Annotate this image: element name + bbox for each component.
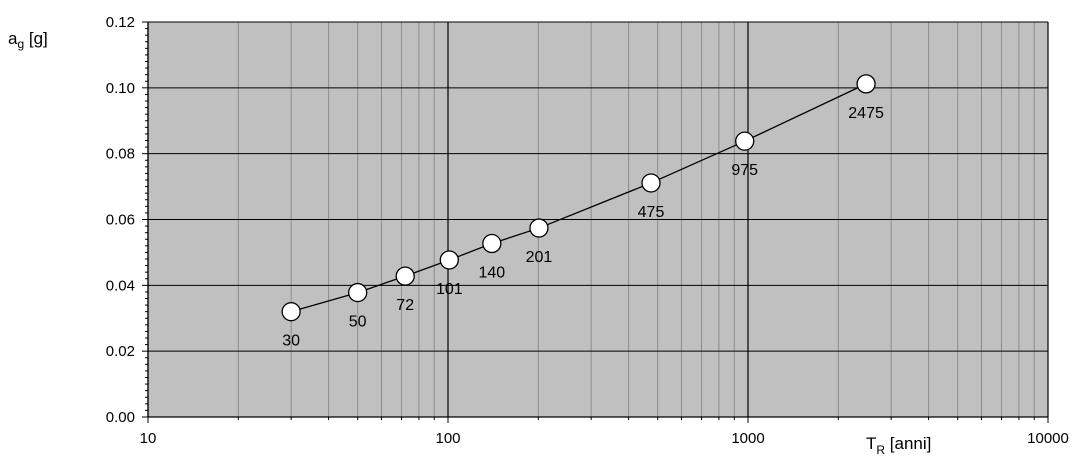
- axes: [142, 21, 1049, 423]
- y-axis-title: ag [g]: [8, 29, 48, 51]
- y-tick-labels: 0.00 0.02 0.04 0.06 0.08 0.10 0.12: [106, 14, 135, 426]
- data-point-marker: [735, 131, 755, 151]
- x-tick-label: 10000: [1027, 430, 1069, 447]
- y-tick-label: 0.10: [106, 80, 135, 97]
- data-point-marker: [281, 302, 301, 322]
- major-gridlines: [147, 21, 1049, 418]
- data-point-marker: [395, 266, 415, 286]
- point-labels: 30 50 72 101 140 201 475 975 2475: [282, 105, 884, 350]
- y-tick-label: 0.12: [106, 14, 135, 31]
- y-tick-label: 0.00: [106, 409, 135, 426]
- data-point-label: 140: [478, 265, 505, 282]
- y-tick-label: 0.02: [106, 343, 135, 360]
- data-point-marker: [439, 250, 459, 270]
- y-tick-label: 0.06: [106, 212, 135, 229]
- data-point-marker: [482, 233, 502, 254]
- data-point-label: 975: [731, 162, 758, 179]
- x-axis-title: TR [anni]: [866, 434, 931, 457]
- data-point-label: 72: [396, 297, 414, 314]
- data-point-label: 30: [282, 333, 300, 350]
- data-point-label: 50: [349, 314, 367, 331]
- data-point-marker: [348, 282, 368, 303]
- y-tick-label: 0.08: [106, 146, 135, 163]
- data-point-marker: [529, 218, 549, 238]
- y-tick-label: 0.04: [106, 277, 135, 294]
- x-tick-labels: 10 100 1000 10000: [140, 430, 1069, 447]
- data-series: [281, 74, 876, 322]
- x-tick-label: 100: [435, 430, 460, 447]
- data-point-label: 201: [526, 249, 553, 266]
- data-point-marker: [856, 74, 876, 94]
- x-tick-label: 10: [140, 430, 157, 447]
- x-tick-label: 1000: [731, 430, 764, 447]
- data-point-label: 2475: [848, 105, 884, 122]
- data-point-label: 475: [638, 204, 665, 221]
- data-point-label: 101: [436, 281, 463, 298]
- data-point-marker: [641, 173, 661, 193]
